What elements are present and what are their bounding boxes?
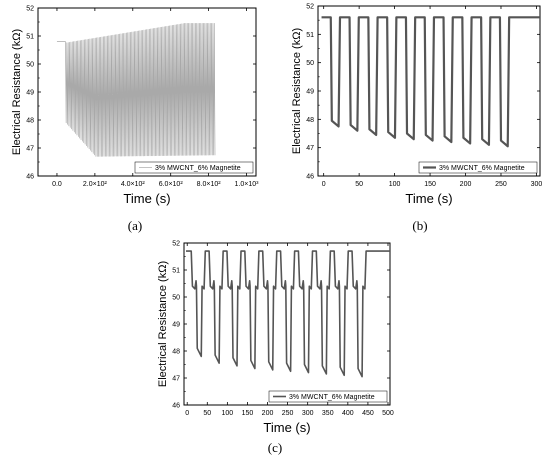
x-tick-label: 250 — [495, 181, 507, 188]
legend-box — [134, 161, 254, 174]
y-tick-label: 52 — [306, 4, 314, 11]
legend-label: 3% MWCNT_6% Magnetite — [155, 165, 241, 172]
y-tick-label: 49 — [26, 90, 34, 97]
x-tick-label: 2.0×10² — [83, 181, 108, 188]
legend-label: 3% MWCNT_6% Magnetite — [439, 165, 525, 172]
x-tick-label: 4.0×10² — [121, 181, 146, 188]
x-tick-label: 150 — [242, 410, 254, 417]
x-tick-label: 0 — [185, 410, 189, 417]
y-tick-label: 48 — [26, 118, 34, 125]
y-tick-label: 49 — [306, 89, 314, 96]
y-tick-label: 51 — [172, 268, 180, 275]
x-tick-label: 500 — [382, 410, 394, 417]
x-tick-label: 0.0 — [52, 181, 62, 188]
series-line — [56, 23, 216, 157]
panel-caption-c: (c) — [267, 440, 283, 455]
y-tick-label: 52 — [172, 241, 180, 248]
panel-caption-a: (a) — [127, 218, 143, 233]
x-axis-label: Time (s) — [405, 191, 452, 206]
series-line — [321, 16, 540, 148]
x-tick-label: 300 — [302, 410, 314, 417]
x-tick-label: 250 — [282, 410, 294, 417]
x-tick-label: 400 — [342, 410, 354, 417]
plot-c-group: 46 47 48 49 50 51 52 0 50 100 150 200 250 300 350 400 45… — [157, 241, 394, 436]
y-tick-label: 51 — [26, 34, 34, 41]
x-tick-label: 50 — [355, 181, 363, 188]
x-tick-label: 50 — [203, 410, 211, 417]
legend-label: 3% MWCNT_6% Magnetite — [289, 394, 375, 401]
y-tick-label: 47 — [26, 146, 34, 153]
panel-caption-b: (b) — [412, 218, 428, 233]
x-tick-label: 200 — [262, 410, 274, 417]
x-axis-label: Time (s) — [263, 420, 310, 435]
plot-b-group: 46 47 48 49 50 51 52 0 50 100 150 200 250 300 Time (s)… — [291, 4, 542, 207]
y-tick-label: 50 — [306, 60, 314, 67]
plot-a-group: 46 47 48 49 50 51 52 0.0 2.0×10² 4.0×10² 6.0×10² 8.… — [11, 6, 259, 207]
x-tick-label: 350 — [322, 410, 334, 417]
y-tick-label: 46 — [306, 174, 314, 181]
x-tick-label: 100 — [222, 410, 234, 417]
y-tick-label: 52 — [26, 6, 34, 13]
chart-panel-a: 46 47 48 49 50 51 52 0.0 2.0×10² 4.0×10² 6.0×10² 8.… — [11, 6, 259, 207]
x-tick-label: 150 — [424, 181, 436, 188]
x-tick-label: 450 — [362, 410, 374, 417]
x-tick-label: 200 — [460, 181, 472, 188]
y-tick-label: 51 — [306, 32, 314, 39]
x-tick-label: 300 — [531, 181, 543, 188]
x-tick-label: 6.0×10² — [159, 181, 184, 188]
y-tick-label: 47 — [306, 145, 314, 152]
series-line — [186, 250, 390, 378]
y-tick-label: 46 — [172, 403, 180, 410]
x-tick-label: 0 — [322, 181, 326, 188]
y-tick-label: 50 — [26, 62, 34, 69]
y-axis-label: Electrical Resistance (kΩ) — [11, 29, 23, 155]
legend-box — [418, 161, 538, 174]
y-axis-label: Electrical Resistance (kΩ) — [291, 28, 303, 154]
y-tick-label: 48 — [306, 117, 314, 124]
legend-box — [268, 390, 388, 403]
x-tick-label: 100 — [389, 181, 401, 188]
x-axis-label: Time (s) — [123, 191, 170, 206]
chart-panel-c: 46 47 48 49 50 51 52 0 50 100 150 200 250 300 350 400 45… — [157, 241, 394, 436]
y-tick-label: 49 — [172, 322, 180, 329]
chart-panel-b: 46 47 48 49 50 51 52 0 50 100 150 200 250 300 Time (s)… — [291, 4, 542, 207]
y-tick-label: 48 — [172, 349, 180, 356]
y-tick-label: 47 — [172, 376, 180, 383]
x-tick-label: 8.0×10² — [197, 181, 222, 188]
x-tick-label: 1.0×10³ — [235, 181, 260, 188]
y-tick-label: 46 — [26, 174, 34, 181]
y-tick-label: 50 — [172, 295, 180, 302]
y-axis-label: Electrical Resistance (kΩ) — [157, 261, 169, 387]
